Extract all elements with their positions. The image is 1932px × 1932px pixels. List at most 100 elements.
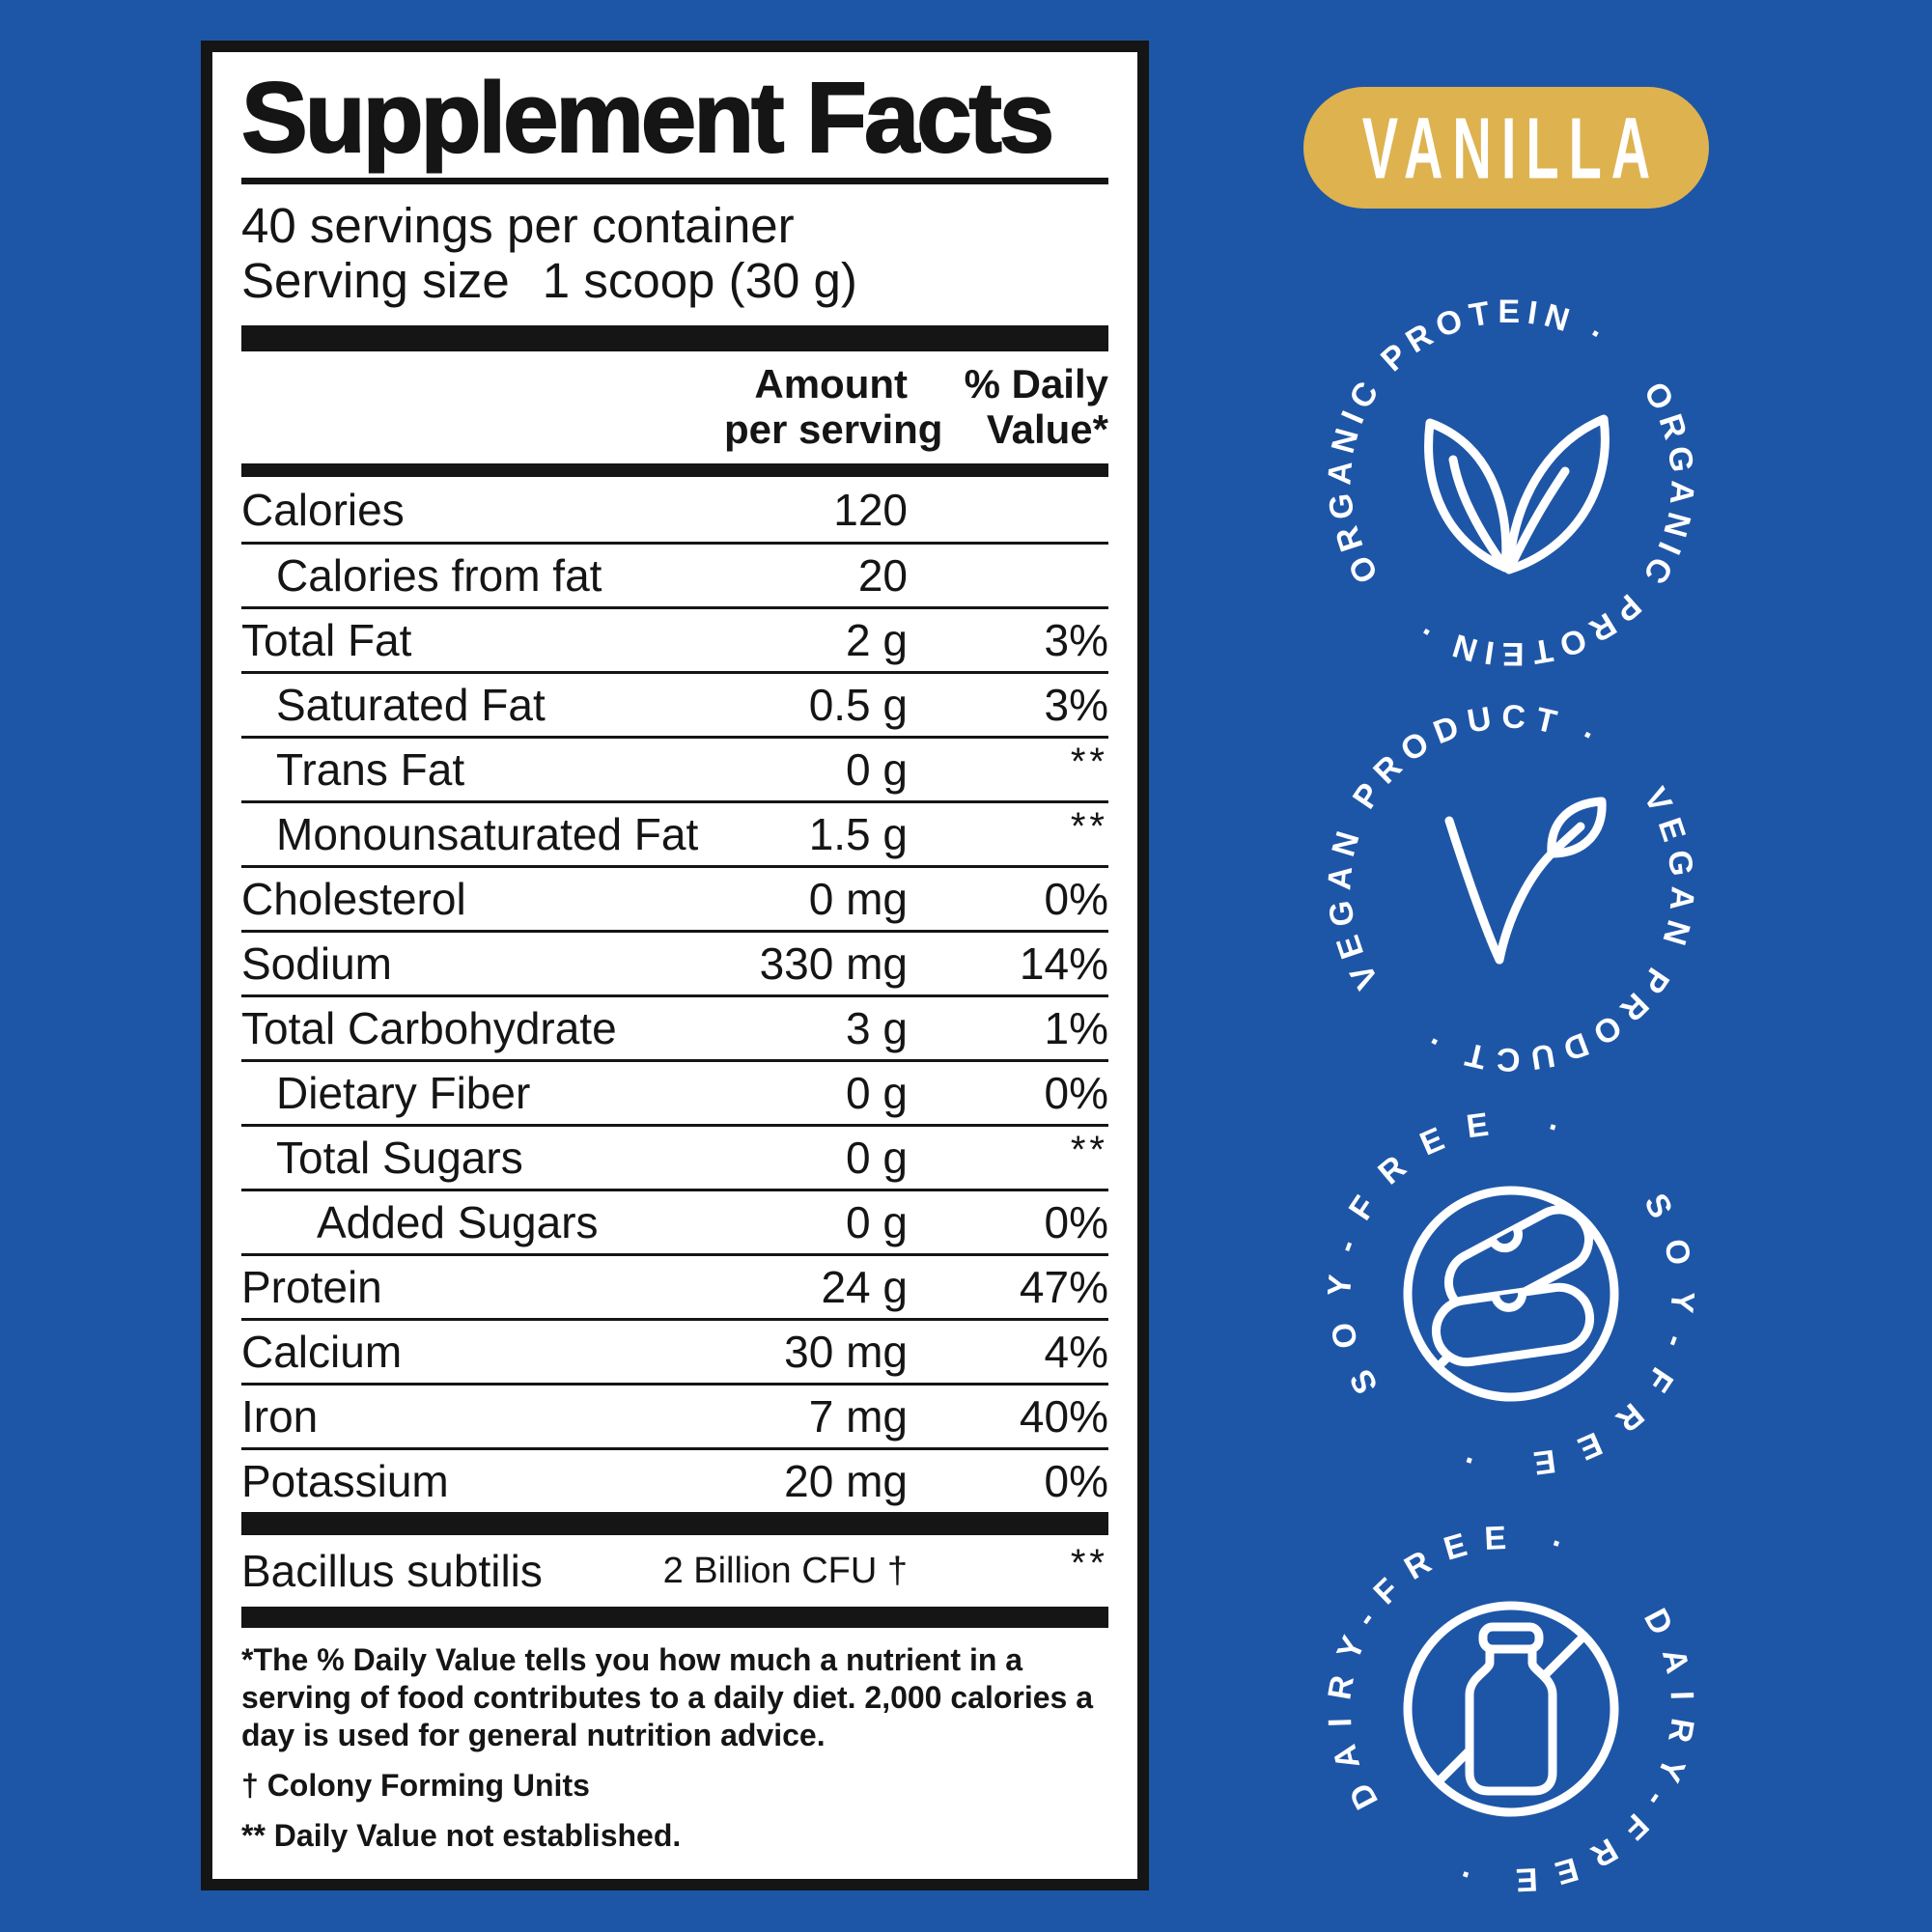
table-row: Total Carbohydrate 3 g 1% [241, 994, 1108, 1059]
table-row: Total Fat 2 g 3% [241, 606, 1108, 671]
daily-value-header: % Daily Value* [908, 361, 1108, 452]
table-row: Calories 120 [241, 477, 1108, 542]
serving-size-label: Serving size [241, 253, 510, 308]
nutrient-name: Trans Fat [276, 744, 465, 795]
nutrient-dv: 0% [1044, 1197, 1108, 1247]
header-divider [241, 463, 1108, 477]
probiotic-dv-stars: ** [1070, 1542, 1108, 1584]
nutrient-amount: 0 g [846, 1197, 908, 1247]
nutrient-name: Dietary Fiber [276, 1068, 531, 1118]
table-row: Potassium 20 mg 0% [241, 1447, 1108, 1512]
header-dv-line2: Value* [986, 406, 1108, 452]
vegan-leaf-check-icon [1444, 797, 1607, 965]
table-row: Trans Fat 0 g ** [241, 736, 1108, 800]
nutrient-name: Calories from fat [276, 550, 602, 601]
nutrient-dv: 40% [1019, 1391, 1108, 1442]
footnote-cfu: † Colony Forming Units [241, 1768, 590, 1803]
panel-title: Supplement Facts [240, 62, 1055, 173]
dairy-free-badge: DAIRY-FREE · DAIRY-FREE · [1328, 1526, 1685, 1892]
table-row: Calories from fat 20 [241, 542, 1108, 606]
nutrient-amount: 24 g [821, 1262, 908, 1312]
nutrient-dv: 4% [1044, 1327, 1108, 1377]
vegan-product-badge: VEGAN PRODUCT · VEGAN PRODUCT · [1328, 705, 1693, 1072]
nutrient-amount: 2 g [846, 615, 908, 665]
supplement-facts-panel: Supplement Facts 40 servings per contain… [201, 41, 1149, 1890]
table-row: Monounsaturated Fat 1.5 g ** [241, 800, 1108, 865]
nutrient-name: Saturated Fat [276, 680, 546, 730]
nutrient-dv: ** [1070, 1129, 1108, 1171]
amount-per-serving-header: Amount per serving [724, 361, 942, 452]
table-row: Saturated Fat 0.5 g 3% [241, 671, 1108, 736]
probiotic-amount: 2 Billion CFU † [662, 1550, 908, 1591]
table-row: Total Sugars 0 g ** [241, 1124, 1108, 1189]
footnote-divider [241, 1607, 1108, 1628]
probiotic-dv: ** [908, 1542, 1108, 1597]
nutrient-dv: 0% [1044, 1068, 1108, 1118]
nutrient-name: Cholesterol [241, 874, 466, 924]
title-divider [241, 178, 1108, 184]
footnotes: *The % Daily Value tells you how much a … [241, 1641, 1108, 1855]
nutrient-amount: 0 g [846, 744, 908, 795]
footnote-not-established: ** Daily Value not established. [241, 1818, 682, 1853]
table-row: Protein 24 g 47% [241, 1253, 1108, 1318]
nutrient-name: Iron [241, 1391, 319, 1442]
nutrient-amount: 0 mg [808, 874, 908, 924]
nutrient-name: Protein [241, 1262, 382, 1312]
nutrient-amount: 330 mg [759, 938, 908, 989]
nutrient-amount: 0 g [846, 1133, 908, 1183]
table-row: Added Sugars 0 g 0% [241, 1189, 1108, 1253]
serving-size-value: 1 scoop (30 g) [542, 253, 857, 308]
nutrient-name: Calcium [241, 1327, 403, 1377]
organic-protein-badge: ORGANIC PROTEIN · ORGANIC PROTEIN · [1328, 299, 1694, 666]
nutrient-dv: 14% [1019, 938, 1108, 989]
nutrient-amount: 0 g [846, 1068, 908, 1118]
nutrient-amount: 1.5 g [808, 809, 908, 859]
nutrient-amount: 20 mg [784, 1456, 908, 1506]
probiotic-name: Bacillus subtilis [241, 1546, 543, 1596]
header-amount-line2: per serving [724, 406, 943, 452]
nutrient-name: Added Sugars [317, 1197, 599, 1247]
crossed-soybeans-icon [1403, 1186, 1619, 1402]
nutrient-name: Calories [241, 484, 405, 535]
table-row: Dietary Fiber 0 g 0% [241, 1059, 1108, 1124]
section-divider-thick [241, 325, 1108, 351]
nutrient-dv: 0% [1044, 1456, 1108, 1506]
nutrient-name: Total Carbohydrate [241, 1003, 617, 1053]
servings-per-container: 40 servings per container [241, 198, 795, 253]
nutrient-amount: 30 mg [784, 1327, 908, 1377]
nutrient-dv: 0% [1044, 874, 1108, 924]
leaves-icon [1424, 414, 1610, 574]
nutrient-dv: ** [1070, 741, 1108, 783]
flavor-label: VANILLA [1361, 98, 1661, 197]
nutrient-amount: 3 g [846, 1003, 908, 1053]
nutrient-name: Total Sugars [276, 1133, 523, 1183]
nutrient-dv: 3% [1044, 615, 1108, 665]
nutrient-name: Monounsaturated Fat [276, 809, 699, 859]
probiotic-row: Bacillus subtilis 2 Billion CFU † ** [241, 1535, 1108, 1607]
nutrient-amount: 120 [833, 484, 908, 535]
nutrient-amount: 7 mg [808, 1391, 908, 1442]
table-row: Calcium 30 mg 4% [241, 1318, 1108, 1383]
soy-free-badge: SOY-FREE · SOY-FREE · [1328, 1110, 1678, 1477]
footnote-daily-value: *The % Daily Value tells you how much a … [241, 1642, 1094, 1752]
nutrient-amount: 20 [857, 550, 908, 601]
nutrient-name: Sodium [241, 938, 392, 989]
nutrient-dv: 1% [1044, 1003, 1108, 1053]
crossed-milk-bottle-icon [1403, 1601, 1619, 1817]
flavor-badge: VANILLA [1303, 87, 1709, 209]
table-header: Amount per serving % Daily Value* [241, 351, 1108, 463]
nutrient-dv: 3% [1044, 680, 1108, 730]
nutrient-dv: ** [1070, 805, 1108, 848]
header-amount-line1: Amount [754, 361, 908, 406]
nutrient-dv: 47% [1019, 1262, 1108, 1312]
table-row: Sodium 330 mg 14% [241, 930, 1108, 994]
probiotic-divider [241, 1512, 1108, 1535]
nutrient-name: Potassium [241, 1456, 449, 1506]
serving-size-line: Serving size 1 scoop (30 g) [241, 253, 1108, 308]
nutrient-name: Total Fat [241, 615, 412, 665]
nutrient-rows: Calories 120 Calories from fat 20 Total Fat 2… [241, 477, 1108, 1512]
header-dv-line1: % Daily [964, 361, 1108, 406]
nutrient-amount: 0.5 g [808, 680, 908, 730]
table-row: Cholesterol 0 mg 0% [241, 865, 1108, 930]
